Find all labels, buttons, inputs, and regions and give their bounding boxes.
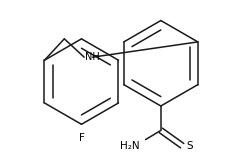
Text: S: S [185,141,192,151]
Text: H₂N: H₂N [119,141,139,151]
Text: NH: NH [85,52,99,62]
Text: F: F [78,133,84,143]
